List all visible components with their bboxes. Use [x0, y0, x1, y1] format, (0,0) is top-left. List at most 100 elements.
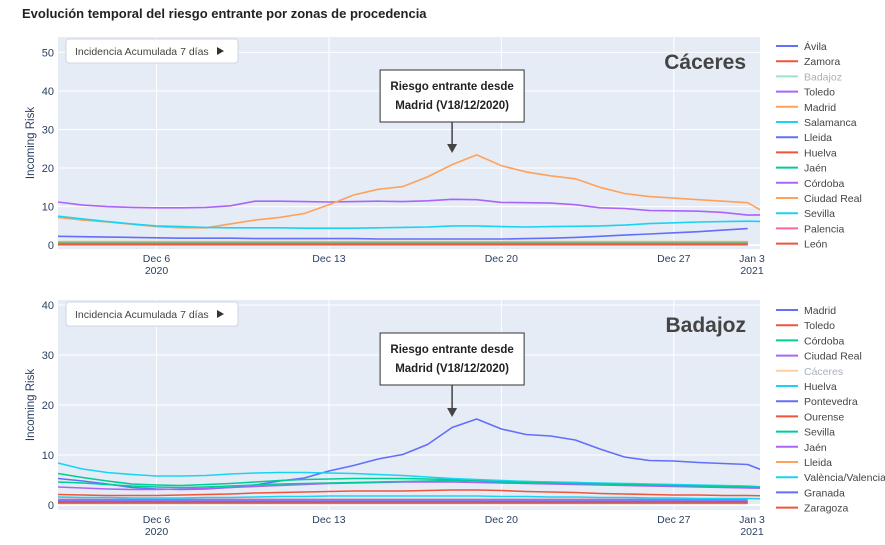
x-tick-label: Jan 3	[739, 253, 765, 265]
legend-label: Cáceres	[804, 366, 843, 378]
legend-label: Sevilla	[804, 427, 835, 439]
annotation: Riesgo entrante desde Madrid (V18/12/2020…	[379, 69, 525, 153]
legend-label: Toledo	[804, 87, 835, 99]
plot-area	[58, 37, 760, 249]
legend-item[interactable]: León	[776, 239, 828, 251]
x-tick-year-label: 2020	[145, 526, 169, 538]
x-tick-label: Dec 6	[143, 253, 171, 265]
legend-item[interactable]: Toledo	[776, 87, 835, 99]
y-tick-label: 20	[42, 163, 54, 175]
legend-item[interactable]: Granada	[776, 487, 845, 499]
legend: Madrid Toledo Córdoba Ciudad Real Cáceres Hue…	[776, 305, 885, 515]
annotation-arrowhead-icon	[447, 408, 458, 417]
legend-item[interactable]: Madrid	[776, 102, 836, 114]
legend-item[interactable]: Huelva	[776, 147, 837, 159]
legend-label: Granada	[804, 487, 845, 499]
legend-item[interactable]: Ourense	[776, 411, 844, 423]
legend-label: Toledo	[804, 320, 835, 332]
dropdown-arrow-icon	[217, 47, 224, 55]
legend-item[interactable]: Lleida	[776, 132, 832, 144]
annotation-box	[379, 69, 525, 123]
x-tick-label: Dec 27	[657, 253, 690, 265]
legend-label: Huelva	[804, 381, 837, 393]
annotation-line1: Riesgo entrante desde	[390, 344, 513, 356]
legend-item[interactable]: Zaragoza	[776, 503, 849, 515]
series-line-5	[58, 462, 760, 488]
zone-label: Badajoz	[665, 314, 746, 337]
legend-label: Córdoba	[804, 335, 844, 347]
x-tick-label: Dec 13	[312, 253, 345, 265]
legend-item[interactable]: Ciudad Real	[776, 193, 862, 205]
legend-item[interactable]: Cáceres	[776, 366, 843, 378]
legend-item[interactable]: Palencia	[776, 223, 844, 235]
series-line-11	[58, 495, 760, 500]
legend-label: València/Valencia	[804, 472, 885, 484]
y-axis-title: Incoming Risk	[25, 369, 37, 441]
series-line-3	[58, 198, 760, 216]
legend-item[interactable]: Córdoba	[776, 178, 844, 190]
legend-label: Ávila	[804, 40, 827, 53]
legend-label: Badajoz	[804, 71, 842, 83]
legend-item[interactable]: Badajoz	[776, 71, 842, 83]
annotation-line2: Madrid (V18/12/2020)	[395, 363, 509, 375]
legend-label: Zaragoza	[804, 503, 849, 515]
x-tick-label: Dec 20	[485, 514, 518, 526]
annotation-line1: Riesgo entrante desde	[390, 81, 513, 93]
dropdown-box[interactable]	[65, 301, 239, 327]
legend-item[interactable]: Jaén	[776, 442, 827, 454]
x-tick-year-label: 2021	[740, 526, 764, 538]
legend-label: Jaén	[804, 163, 827, 175]
legend-item[interactable]: Ciudad Real	[776, 351, 862, 363]
y-axis-title: Incoming Risk	[25, 107, 37, 179]
legend-item[interactable]: Salamanca	[776, 117, 857, 129]
legend-item[interactable]: Lleida	[776, 457, 832, 469]
legend-item[interactable]: Pontevedra	[776, 396, 858, 408]
legend-label: Zamora	[804, 56, 840, 68]
legend-item[interactable]: Madrid	[776, 305, 836, 317]
legend-item[interactable]: Huelva	[776, 381, 837, 393]
legend-label: Ourense	[804, 411, 844, 423]
legend-item[interactable]: Córdoba	[776, 335, 844, 347]
legend-label: Madrid	[804, 102, 836, 114]
dropdown-box[interactable]	[65, 38, 239, 64]
legend-item[interactable]: Sevilla	[776, 427, 835, 439]
y-tick-label: 10	[42, 202, 54, 214]
x-tick-label: Dec 27	[657, 514, 690, 526]
zone-label: Cáceres	[664, 51, 746, 74]
y-tick-label: 50	[42, 47, 54, 59]
legend-item[interactable]: Toledo	[776, 320, 835, 332]
dropdown-label: Incidencia Acumulada 7 días	[75, 46, 209, 58]
series-line-5	[58, 215, 760, 229]
annotation-box	[379, 332, 525, 386]
series-lines	[58, 418, 760, 505]
legend-item[interactable]: Sevilla	[776, 208, 835, 220]
legend-label: Jaén	[804, 442, 827, 454]
y-tick-label: 0	[48, 240, 54, 252]
legend-item[interactable]: Zamora	[776, 56, 840, 68]
legend-item[interactable]: Jaén	[776, 163, 827, 175]
legend-label: Sevilla	[804, 208, 835, 220]
y-tick-label: 40	[42, 300, 54, 312]
legend-label: Huelva	[804, 147, 837, 159]
y-tick-label: 30	[42, 350, 54, 362]
legend-label: Lleida	[804, 132, 832, 144]
legend-label: Salamanca	[804, 117, 857, 129]
metric-dropdown[interactable]: Incidencia Acumulada 7 días	[65, 38, 239, 64]
figure-title: Evolución temporal del riesgo entrante p…	[22, 6, 427, 21]
legend-item[interactable]: Ávila	[776, 40, 827, 53]
legend-label: Madrid	[804, 305, 836, 317]
legend: Ávila Zamora Badajoz Toledo Madrid Salamanca L…	[776, 40, 862, 251]
legend-label: Córdoba	[804, 178, 844, 190]
legend-item[interactable]: València/Valencia	[776, 472, 885, 484]
legend-label: Ciudad Real	[804, 193, 862, 205]
y-tick-label: 10	[42, 450, 54, 462]
y-tick-label: 20	[42, 400, 54, 412]
legend-label: León	[804, 239, 828, 251]
metric-dropdown[interactable]: Incidencia Acumulada 7 días	[65, 301, 239, 327]
series-line-1	[58, 489, 760, 497]
x-tick-label: Jan 3	[739, 514, 765, 526]
series-line-4	[58, 154, 760, 229]
